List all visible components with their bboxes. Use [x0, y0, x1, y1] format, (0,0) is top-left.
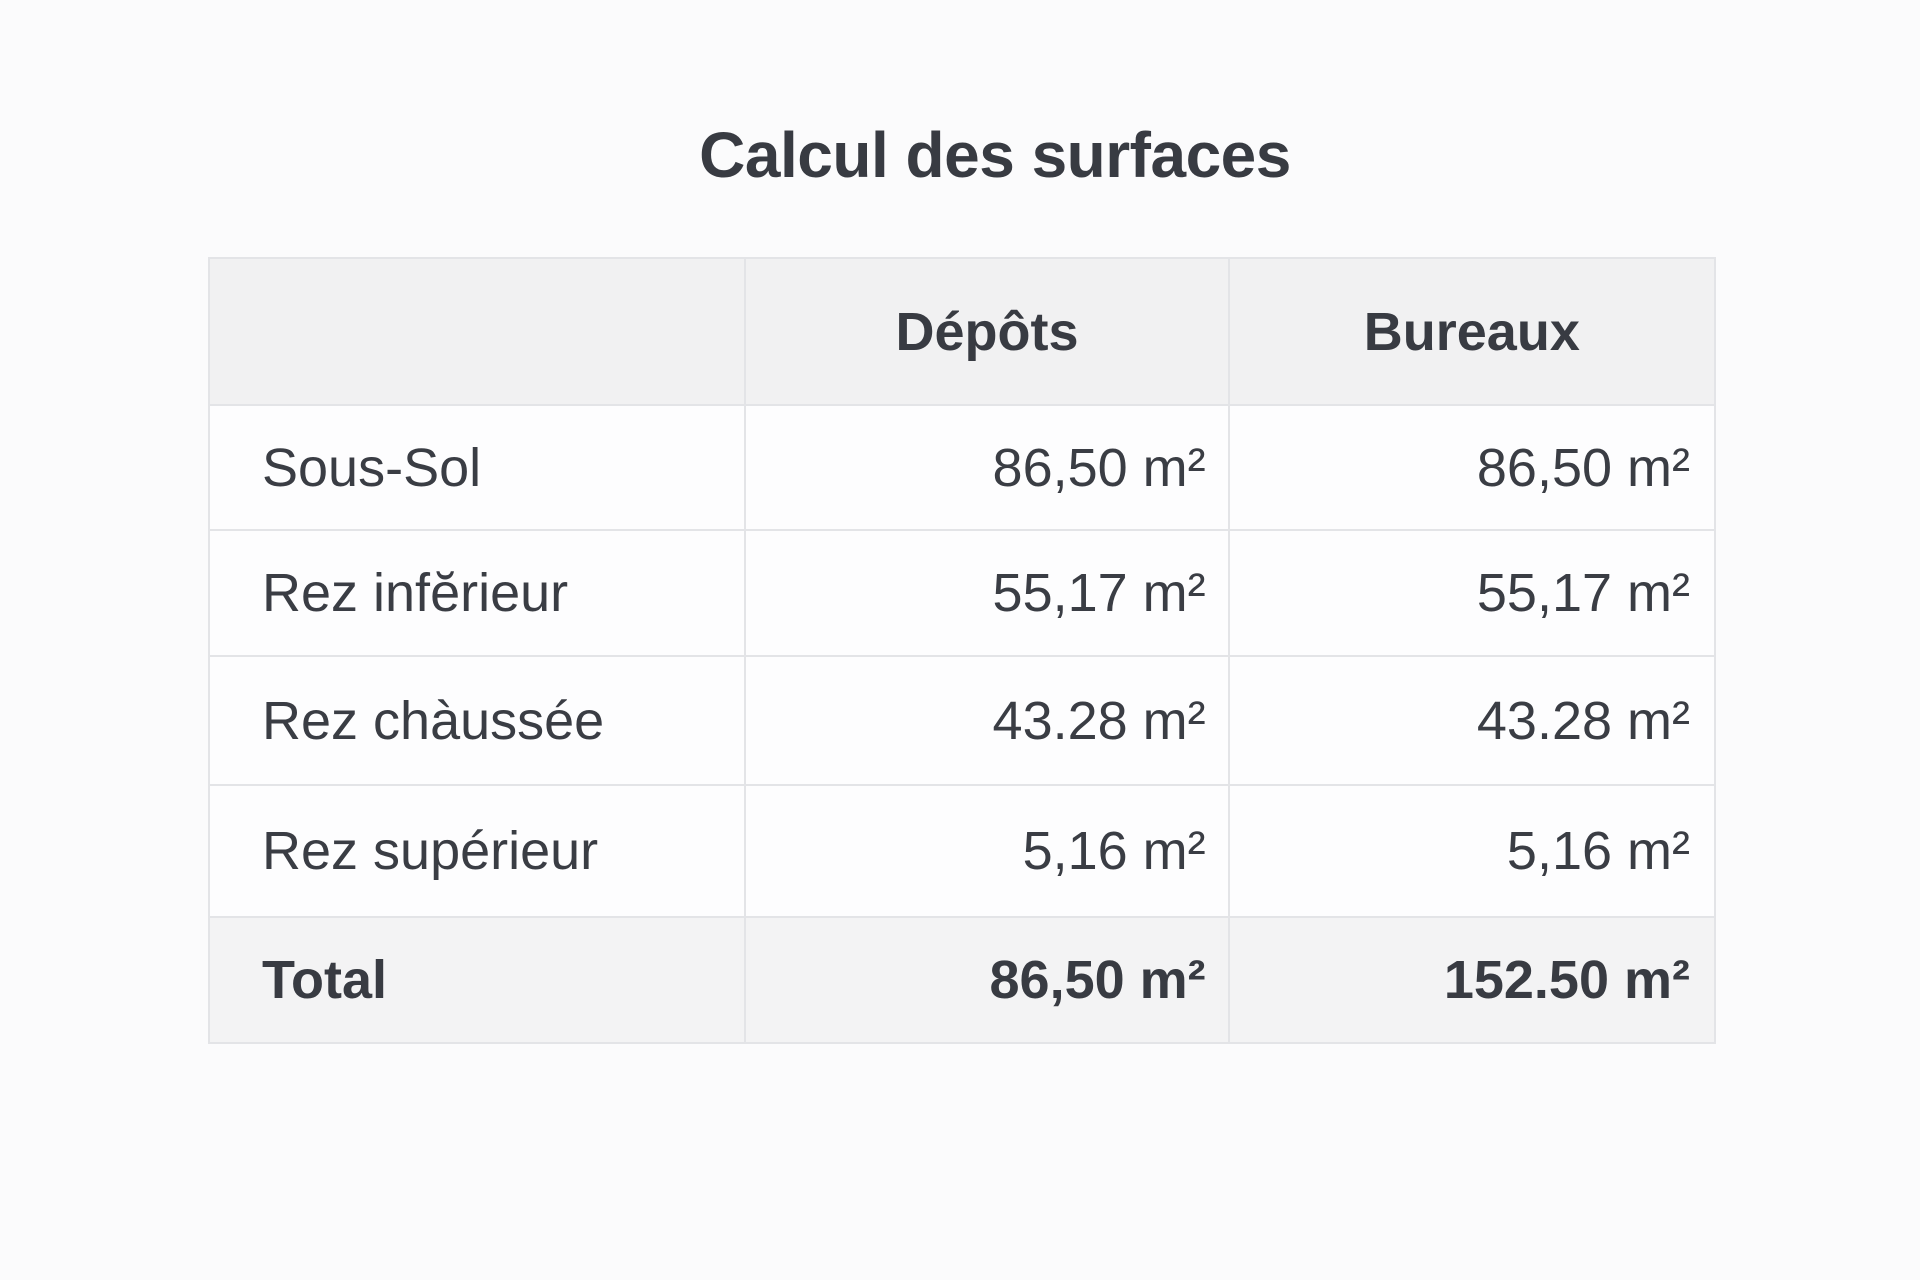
bureaux-value: 43.28 m² [1227, 655, 1717, 786]
depots-value: 55,17 m² [744, 529, 1230, 657]
depots-value: 5,16 m² [744, 784, 1230, 918]
table-row: Rez supérieur 5,16 m² 5,16 m² [207, 784, 1717, 918]
row-label: Rez chàussée [207, 655, 747, 786]
depots-value: 86,50 m² [744, 404, 1230, 531]
header-bureaux: Bureaux [1227, 257, 1717, 406]
header-row: Dépôts Bureaux [207, 257, 1717, 406]
bureaux-value: 86,50 m² [1227, 404, 1717, 531]
total-label: Total [207, 916, 747, 1044]
bureaux-value: 55,17 m² [1227, 529, 1717, 657]
table-row: Rez chàussée 43.28 m² 43.28 m² [207, 655, 1717, 786]
depots-value: 43.28 m² [744, 655, 1230, 786]
total-depots: 86,50 m² [744, 916, 1230, 1044]
page-title: Calcul des surfaces [699, 119, 1291, 191]
total-bureaux: 152.50 m² [1227, 916, 1717, 1044]
row-label: Rez infĕrieur [207, 529, 747, 657]
header-empty [207, 257, 747, 406]
table-row: Sous-Sol 86,50 m² 86,50 m² [207, 404, 1717, 531]
surfaces-table: Dépôts Bureaux Sous-Sol 86,50 m² 86,50 m… [207, 257, 1717, 1044]
row-label: Sous-Sol [207, 404, 747, 531]
row-label: Rez supérieur [207, 784, 747, 918]
total-row: Total 86,50 m² 152.50 m² [207, 916, 1717, 1044]
table-row: Rez infĕrieur 55,17 m² 55,17 m² [207, 529, 1717, 657]
bureaux-value: 5,16 m² [1227, 784, 1717, 918]
header-depots: Dépôts [744, 257, 1230, 406]
